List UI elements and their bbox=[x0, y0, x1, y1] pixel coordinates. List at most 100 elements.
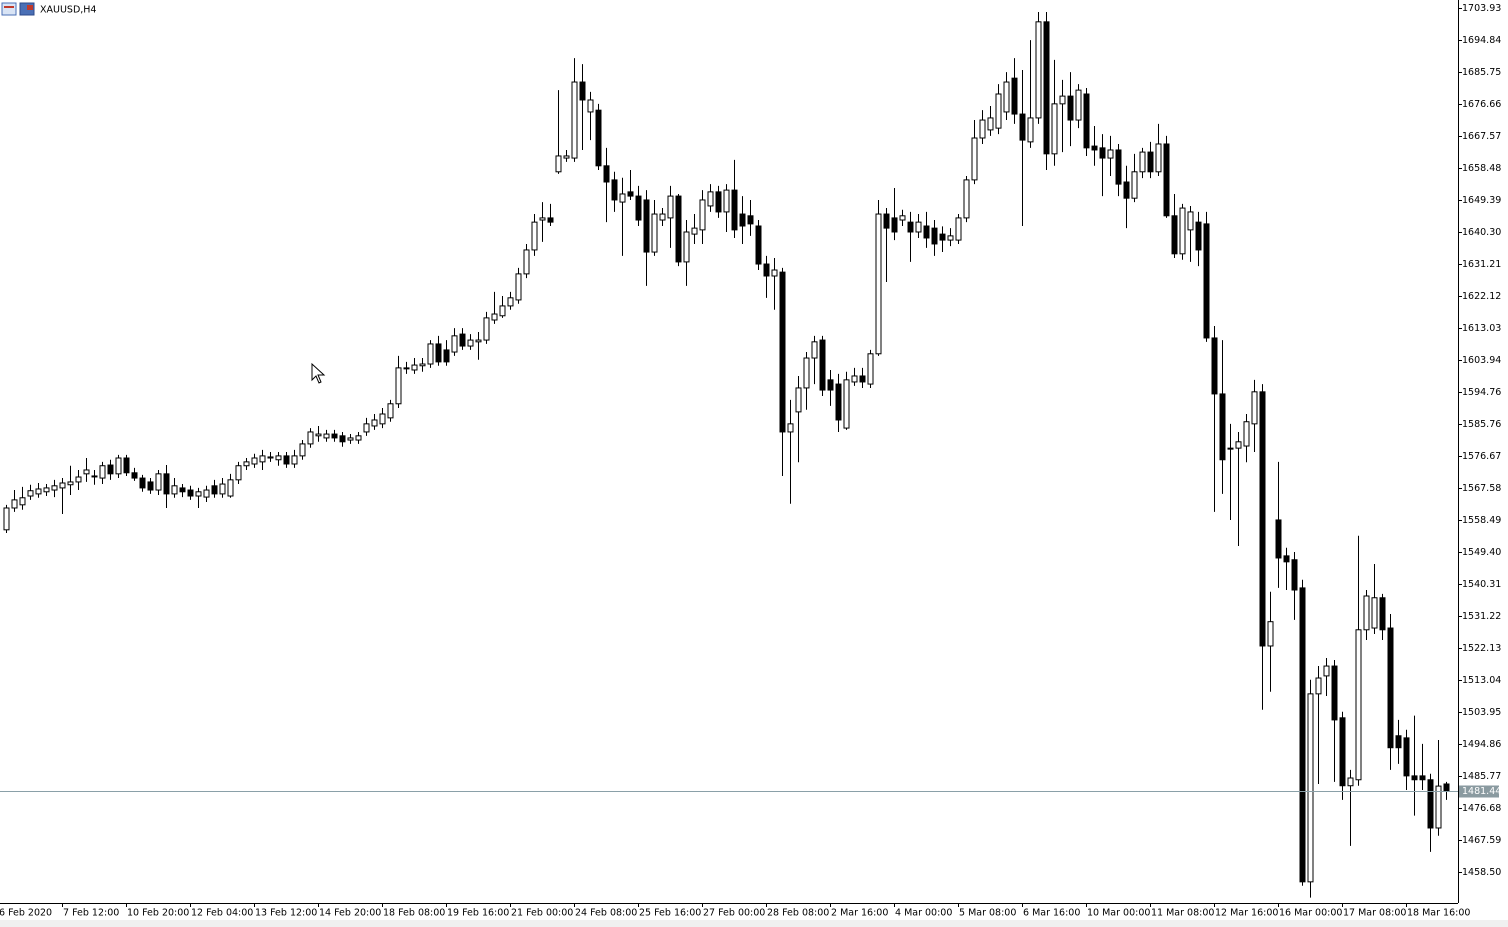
candle-body bbox=[1403, 737, 1410, 777]
candle-body bbox=[91, 475, 98, 478]
candle-body bbox=[883, 213, 890, 229]
candle-body bbox=[51, 485, 58, 491]
candle-body bbox=[3, 507, 10, 531]
candle-body bbox=[219, 483, 226, 495]
candle-body bbox=[83, 469, 90, 475]
candle-body bbox=[1123, 181, 1130, 199]
candle-body bbox=[1379, 597, 1386, 631]
candle-body bbox=[1059, 95, 1066, 105]
candle-body bbox=[819, 339, 826, 391]
candle-body bbox=[915, 221, 922, 233]
candle-body bbox=[955, 217, 962, 241]
x-tick-label: 12 Mar 16:00 bbox=[1215, 908, 1278, 919]
candle-body bbox=[1331, 665, 1338, 721]
x-tick-label: 2 Mar 16:00 bbox=[831, 908, 888, 919]
candle-body bbox=[795, 387, 802, 413]
x-tick-label: 11 Mar 08:00 bbox=[1151, 908, 1214, 919]
candle-body bbox=[963, 179, 970, 219]
y-tick-label: 1585.76 bbox=[1462, 419, 1501, 430]
candle-body bbox=[1003, 81, 1010, 113]
candle-body bbox=[1411, 775, 1418, 781]
symbol-icons bbox=[1, 2, 35, 16]
y-tick-label: 1658.48 bbox=[1462, 163, 1501, 174]
x-tick-label: 18 Feb 08:00 bbox=[383, 908, 445, 919]
y-tick-label: 1522.13 bbox=[1462, 643, 1501, 654]
x-tick-label: 19 Feb 16:00 bbox=[447, 908, 509, 919]
y-tick-label: 1549.40 bbox=[1462, 547, 1501, 558]
candle-body bbox=[787, 423, 794, 433]
candle-body bbox=[1219, 393, 1226, 461]
y-tick-label: 1531.22 bbox=[1462, 611, 1501, 622]
candle-body bbox=[747, 215, 754, 225]
candle-body bbox=[1115, 149, 1122, 185]
x-tick-label: 5 Mar 08:00 bbox=[959, 908, 1016, 919]
candle-body bbox=[1171, 215, 1178, 255]
candle-body bbox=[1251, 391, 1258, 425]
candle-body bbox=[467, 339, 474, 347]
candle-body bbox=[1227, 447, 1234, 450]
candle-body bbox=[43, 487, 50, 493]
candle-body bbox=[1091, 145, 1098, 151]
candle-body bbox=[499, 305, 506, 317]
candle-body bbox=[27, 490, 34, 497]
candle-body bbox=[563, 155, 570, 159]
candle-body bbox=[851, 375, 858, 383]
icon-detail bbox=[27, 5, 33, 10]
candle-body bbox=[1211, 337, 1218, 395]
candle-body bbox=[1395, 735, 1402, 749]
candle-body bbox=[875, 213, 882, 355]
candle-body bbox=[1099, 147, 1106, 159]
candle-body bbox=[1371, 597, 1378, 629]
candle-body bbox=[451, 335, 458, 353]
candle-body bbox=[491, 313, 498, 321]
candle-body bbox=[683, 231, 690, 263]
y-tick-label: 1649.39 bbox=[1462, 195, 1501, 206]
candle-body bbox=[1195, 221, 1202, 251]
candle-body bbox=[475, 339, 482, 343]
candle-body bbox=[419, 363, 426, 367]
candle-body bbox=[387, 403, 394, 419]
y-tick-label: 1576.67 bbox=[1462, 451, 1501, 462]
candle-body bbox=[483, 317, 490, 341]
candle-body bbox=[123, 457, 130, 474]
x-tick-label: 16 Mar 00:00 bbox=[1279, 908, 1342, 919]
y-tick-label: 1458.50 bbox=[1462, 867, 1501, 878]
candle-body bbox=[339, 435, 346, 443]
x-tick-label: 4 Mar 00:00 bbox=[895, 908, 952, 919]
candle-body bbox=[907, 221, 914, 233]
x-tick-label: 7 Feb 12:00 bbox=[63, 908, 119, 919]
candle-body bbox=[1443, 783, 1450, 792]
candle-body bbox=[171, 485, 178, 495]
candle-body bbox=[227, 479, 234, 497]
y-tick-label: 1594.76 bbox=[1462, 387, 1501, 398]
candle-body bbox=[243, 461, 250, 467]
candle-body bbox=[1011, 77, 1018, 115]
candle-body bbox=[923, 225, 930, 239]
candle-body bbox=[251, 457, 258, 465]
candle-body bbox=[867, 353, 874, 385]
chart-title: XAUUSD,H4 bbox=[40, 5, 96, 16]
candle-body bbox=[1299, 587, 1306, 883]
candle-body bbox=[187, 489, 194, 497]
candle-body bbox=[931, 227, 938, 245]
candle-body bbox=[771, 269, 778, 277]
plot-area bbox=[3, 11, 1450, 898]
candle-body bbox=[163, 473, 170, 495]
candle-body bbox=[587, 99, 594, 113]
x-tick-label: 12 Feb 04:00 bbox=[191, 908, 253, 919]
candle-body bbox=[379, 413, 386, 425]
candle-body bbox=[19, 497, 26, 506]
candle-body bbox=[547, 217, 554, 223]
candle-body bbox=[1259, 391, 1266, 647]
candle-body bbox=[1235, 441, 1242, 449]
candle-body bbox=[803, 357, 810, 389]
candle-body bbox=[723, 189, 730, 213]
candle-body bbox=[731, 189, 738, 231]
candle-body bbox=[843, 379, 850, 429]
candle-body bbox=[579, 81, 586, 101]
candle-body bbox=[459, 333, 466, 347]
candle-body bbox=[995, 93, 1002, 129]
candle-body bbox=[1387, 627, 1394, 749]
candle-body bbox=[371, 419, 378, 427]
